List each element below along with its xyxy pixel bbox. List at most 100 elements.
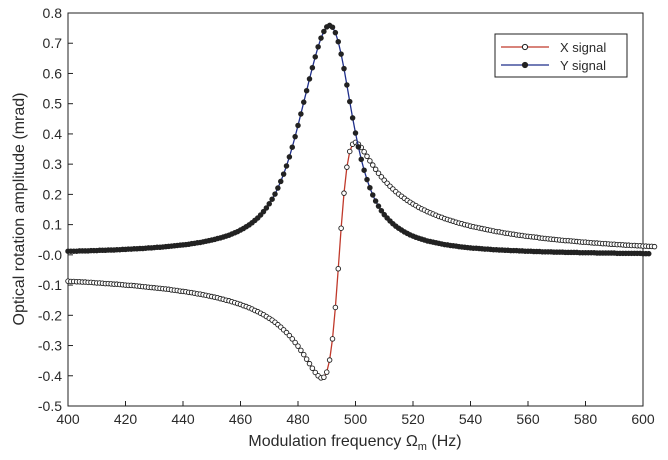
data-point-y-signal	[344, 82, 350, 88]
data-point-x-signal	[309, 365, 316, 371]
data-point-y-signal	[370, 192, 376, 198]
series-layer	[65, 22, 658, 381]
data-point-x-signal	[335, 266, 342, 272]
data-point-y-signal	[361, 167, 367, 173]
data-point-y-signal	[375, 203, 382, 209]
legend: X signal Y signal	[494, 33, 628, 78]
data-point-x-signal	[370, 162, 376, 168]
data-point-x-signal	[321, 374, 327, 381]
data-point-y-signal	[312, 54, 319, 60]
y-tick-label: -0.1	[38, 277, 62, 293]
x-axis-label-unit: (Hz)	[431, 433, 461, 450]
data-point-y-signal	[272, 191, 278, 197]
x-tick-label: 520	[401, 411, 425, 427]
x-tick-label: 440	[171, 411, 195, 427]
data-point-y-signal	[283, 163, 290, 169]
data-point-x-signal	[298, 347, 304, 354]
data-point-y-signal	[329, 24, 336, 30]
x-tick-label: 500	[344, 411, 368, 427]
data-point-x-signal	[338, 225, 344, 231]
data-point-y-signal	[263, 205, 270, 211]
data-point-x-signal	[361, 149, 367, 155]
x-axis-label: Modulation frequency Ωm (Hz)	[248, 433, 461, 453]
y-tick-label: -0.2	[38, 307, 62, 323]
x-tick-label: 580	[574, 411, 598, 427]
data-point-x-signal	[651, 243, 658, 250]
series-line-x-signal	[67, 141, 655, 379]
data-point-y-signal	[295, 122, 301, 129]
data-point-y-signal	[321, 28, 327, 35]
legend-x-signal-label: X signal	[560, 40, 606, 55]
data-point-y-signal	[355, 144, 362, 150]
y-tick-label: -0.0	[38, 247, 62, 263]
data-point-y-signal	[275, 185, 281, 191]
y-tick-label: 0.7	[43, 35, 63, 51]
data-point-y-signal	[298, 111, 304, 117]
data-point-x-signal	[329, 336, 336, 342]
data-point-y-signal	[260, 208, 267, 215]
data-point-x-signal	[367, 158, 373, 164]
x-axis-label-symbol: Ω	[406, 433, 418, 450]
data-point-y-signal	[318, 35, 324, 41]
data-point-y-signal	[364, 176, 370, 183]
data-point-x-signal	[341, 190, 347, 196]
y-tick-label: 0.1	[43, 217, 63, 233]
x-tick-label: 480	[286, 411, 310, 427]
legend-box	[494, 33, 628, 78]
x-axis-label-subscript: m	[418, 441, 427, 453]
series-y-signal	[65, 22, 652, 257]
data-point-y-signal	[303, 87, 310, 94]
y-tick-label: 0.3	[43, 156, 63, 172]
data-point-y-signal	[266, 201, 273, 207]
data-point-x-signal	[332, 304, 339, 311]
y-tick-label: 0.5	[43, 96, 63, 112]
data-point-x-signal	[312, 369, 319, 376]
data-point-y-signal	[286, 154, 293, 160]
data-point-y-signal	[381, 211, 388, 218]
y-tick-label: 0.8	[43, 5, 63, 21]
data-point-y-signal	[378, 207, 385, 214]
data-point-y-signal	[349, 115, 356, 121]
data-point-x-signal	[306, 360, 313, 367]
data-point-y-signal	[301, 99, 307, 105]
y-tick-label: -0.4	[38, 368, 62, 384]
data-point-x-signal	[378, 174, 385, 180]
x-tick-label: 560	[516, 411, 540, 427]
legend-x-signal-marker	[521, 43, 529, 51]
y-tick-label: 0.4	[43, 126, 63, 142]
data-point-x-signal	[303, 356, 310, 362]
data-point-x-signal	[301, 351, 307, 358]
x-tick-label: 420	[114, 411, 138, 427]
data-point-y-signal	[646, 250, 652, 257]
x-axis-ticks: 400 420 440 460 480 500 520 540 560 580 600	[56, 401, 655, 427]
data-point-x-signal	[344, 164, 350, 170]
data-point-x-signal	[326, 357, 333, 363]
data-point-y-signal	[309, 64, 316, 71]
legend-y-signal-label: Y signal	[560, 58, 606, 73]
x-tick-label: 460	[229, 411, 253, 427]
data-point-x-signal	[364, 153, 370, 160]
x-tick-label: 400	[56, 411, 80, 427]
data-point-x-signal	[292, 339, 298, 346]
data-point-y-signal	[269, 196, 275, 202]
data-point-y-signal	[341, 65, 347, 72]
data-point-y-signal	[352, 130, 359, 136]
data-point-x-signal	[289, 336, 296, 342]
data-point-y-signal	[347, 98, 353, 105]
data-point-y-signal	[372, 198, 379, 204]
data-point-x-signal	[324, 369, 330, 375]
data-point-x-signal	[286, 332, 293, 339]
data-point-y-signal	[306, 76, 313, 82]
data-point-y-signal	[292, 133, 298, 140]
series-x-signal	[65, 139, 658, 381]
x-tick-label: 540	[459, 411, 483, 427]
data-point-x-signal	[347, 148, 353, 155]
x-tick-label: 600	[631, 411, 655, 427]
legend-y-signal-marker	[521, 61, 529, 69]
y-tick-label: 0.6	[43, 65, 63, 81]
data-point-y-signal	[257, 212, 264, 218]
data-point-y-signal	[289, 144, 296, 150]
data-point-y-signal	[332, 29, 339, 36]
